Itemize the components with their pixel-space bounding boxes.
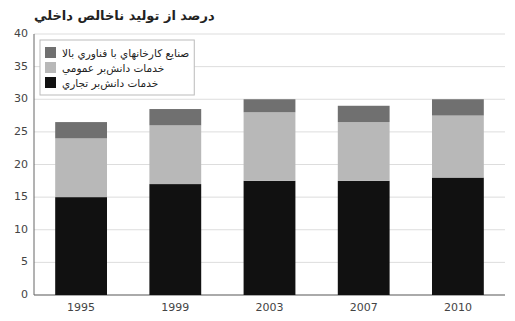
bars: [55, 99, 484, 295]
legend: صنايع کارخانهاي با فناوري بالا خدمات دانش…: [40, 40, 194, 95]
bar: [244, 112, 296, 181]
grid-line: [34, 34, 505, 35]
y-tick-label: 15: [14, 190, 28, 203]
bar: [149, 109, 201, 125]
legend-swatch: [45, 77, 56, 88]
x-tick-label: 1999: [161, 301, 189, 314]
y-tick-label: 5: [21, 255, 28, 268]
bar: [432, 99, 484, 115]
bar: [338, 122, 390, 181]
bar: [149, 125, 201, 184]
x-tick-label: 2010: [444, 301, 472, 314]
bar: [55, 122, 107, 138]
bar: [55, 197, 107, 295]
legend-label: خدمات دانش‌بر عمومي: [62, 62, 164, 75]
y-tick-label: 30: [14, 92, 28, 105]
y-tick-label: 10: [14, 223, 28, 236]
y-tick-label: 40: [14, 27, 28, 40]
y-tick-label: 20: [14, 158, 28, 171]
legend-box: [40, 40, 194, 95]
y-tick-label: 25: [14, 125, 28, 138]
x-tick-label: 2007: [350, 301, 378, 314]
legend-label: صنايع کارخانهاي با فناوري بالا: [62, 47, 189, 60]
bar: [244, 99, 296, 112]
bar: [338, 106, 390, 122]
legend-swatch: [45, 62, 56, 73]
legend-label: خدمات دانش‌بر تجاري: [62, 77, 158, 90]
legend-swatch: [45, 47, 56, 58]
y-axis-line: [34, 34, 35, 295]
y-tick-label: 0: [21, 288, 28, 301]
title: درصد از توليد ناخالص داخلي: [34, 8, 215, 23]
y-tick-label: 35: [14, 60, 28, 73]
x-tick-label: 1995: [67, 301, 95, 314]
chart: 0 5 10 15 20 25 30 35 40 1995 1999 2003 2007 2010 درصد…: [0, 0, 515, 321]
bar: [149, 184, 201, 295]
bar: [338, 181, 390, 295]
bar: [244, 181, 296, 295]
bar: [432, 116, 484, 178]
bar: [432, 178, 484, 295]
bar: [55, 138, 107, 197]
x-tick-label: 2003: [256, 301, 284, 314]
